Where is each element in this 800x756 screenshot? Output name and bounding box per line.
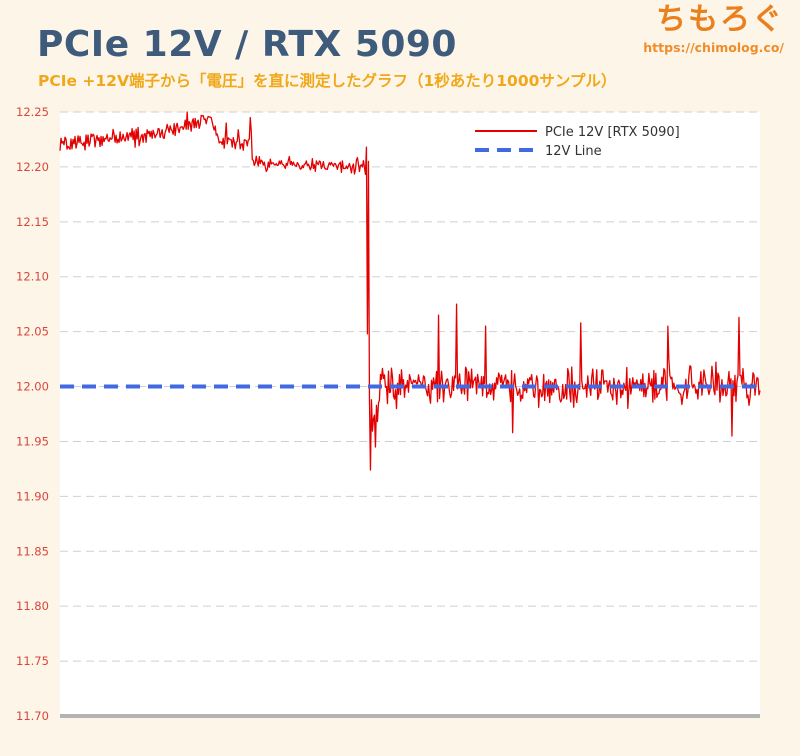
- chart-subtitle: PCIe +12V端子から「電圧」を直に測定したグラフ（1秒あたり1000サンプ…: [38, 72, 617, 90]
- y-tick-label: 12.05: [16, 325, 49, 339]
- y-tick-label: 12.10: [16, 270, 49, 284]
- y-tick-label: 11.70: [16, 709, 49, 723]
- y-tick-label: 11.75: [16, 654, 49, 668]
- y-tick-label: 12.25: [16, 105, 49, 119]
- y-tick-label: 12.00: [16, 380, 49, 394]
- brand-name: ちもろぐ: [656, 2, 784, 37]
- series-layer: [59, 111, 761, 471]
- legend-label-12v: 12V Line: [545, 144, 602, 159]
- y-tick-label: 12.15: [16, 215, 49, 229]
- chart-title: PCIe 12V / RTX 5090: [37, 24, 457, 65]
- y-tick-label: 12.20: [16, 160, 49, 174]
- legend: PCIe 12V [RTX 5090] 12V Line: [475, 125, 680, 159]
- plot-area: [60, 112, 760, 716]
- brand-logo: ちもろぐ https://chimolog.co/: [643, 2, 784, 55]
- legend-label-pcie-12v: PCIe 12V [RTX 5090]: [545, 125, 680, 140]
- y-tick-label: 11.95: [16, 434, 49, 448]
- y-tick-label: 11.85: [16, 544, 49, 558]
- gridlines: [60, 111, 760, 718]
- y-tick-label: 11.80: [16, 599, 49, 613]
- brand-url: https://chimolog.co/: [643, 40, 784, 55]
- y-axis-tick-labels: 12.25 12.20 12.15 12.10 12.05 12.00 11.95 11.90…: [16, 105, 49, 723]
- y-tick-label: 11.90: [16, 489, 49, 503]
